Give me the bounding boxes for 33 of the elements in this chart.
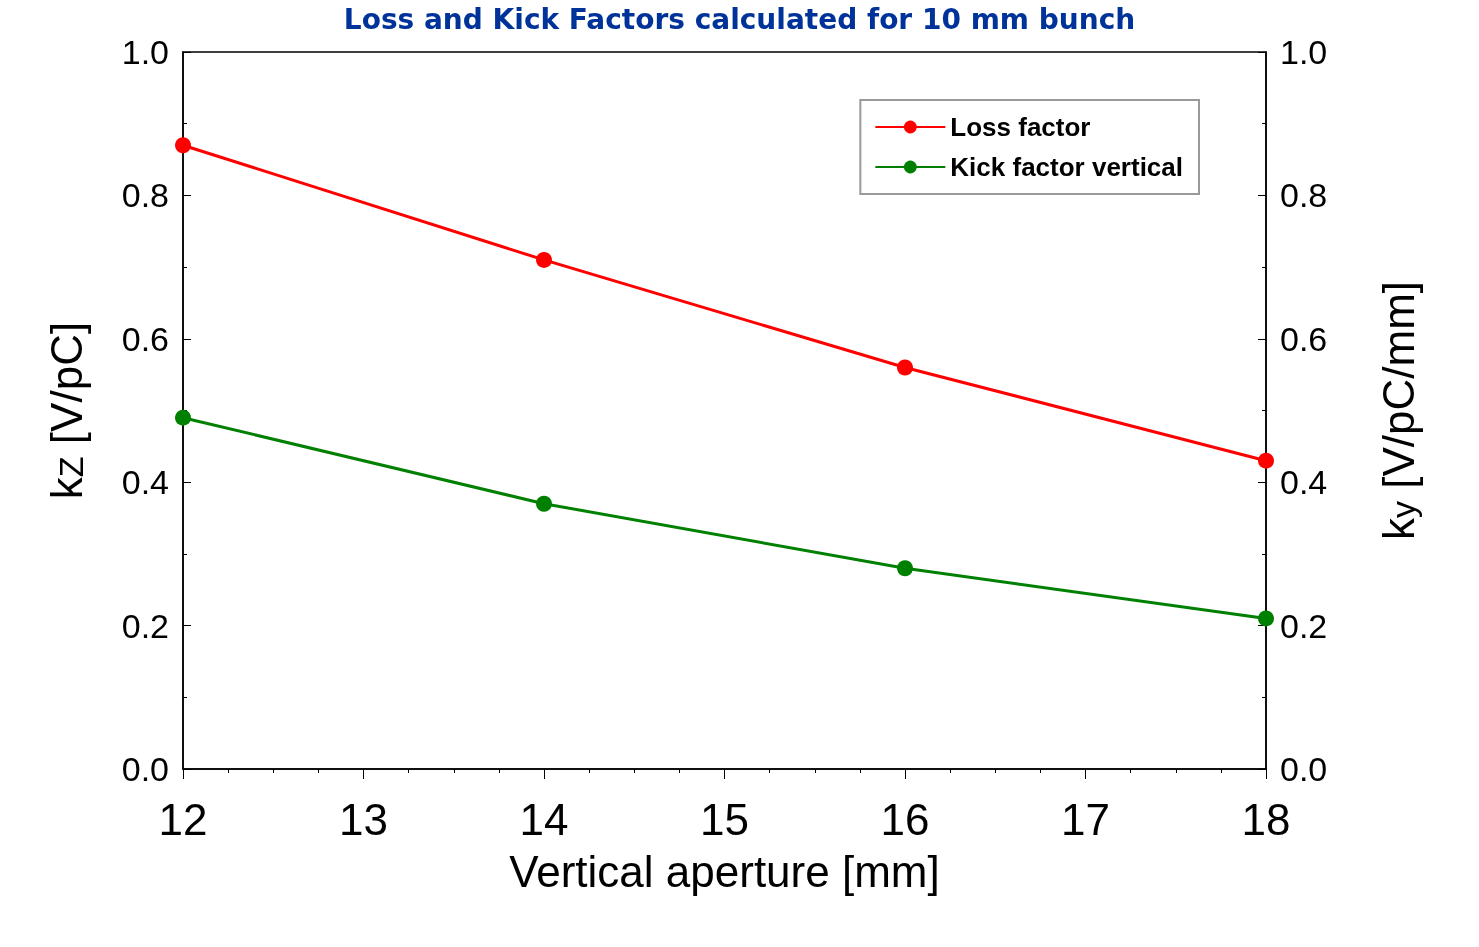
- y-tick-label: 0.4: [121, 463, 169, 502]
- point: [175, 409, 191, 426]
- x-tick-label: 14: [519, 794, 569, 844]
- point: [897, 560, 913, 577]
- point: [897, 359, 913, 376]
- x-tick-label: 18: [1241, 794, 1291, 844]
- y2-tick-label: 0.0: [1280, 750, 1328, 788]
- x-tick-label: 15: [700, 794, 749, 844]
- point: [1258, 452, 1274, 469]
- point: [536, 495, 552, 512]
- y-tick-label: 0.0: [121, 750, 169, 788]
- point: [1258, 610, 1274, 627]
- point: [536, 251, 552, 268]
- y2-tick-label: 1.0: [1280, 33, 1328, 71]
- y2-tick-label: 0.6: [1280, 319, 1328, 358]
- x-tick-label: 16: [880, 794, 930, 844]
- legend-label: Loss factor: [950, 112, 1091, 142]
- x-tick-label: 17: [1061, 794, 1110, 844]
- point: [175, 137, 191, 154]
- y2-tick-label: 0.2: [1280, 606, 1328, 645]
- y2-tick-label: 0.4: [1280, 463, 1328, 502]
- x-tick-label: 13: [339, 794, 388, 844]
- y-axis-title: kZ [V/pC]: [41, 321, 91, 500]
- legend-label: Kick factor vertical: [950, 152, 1183, 182]
- y-tick-label: 0.8: [121, 176, 169, 215]
- y2-axis-title: ky [V/pC/mm]: [1373, 280, 1423, 541]
- x-axis-title: Vertical aperture [mm]: [509, 846, 940, 896]
- x-tick-label: 12: [158, 794, 208, 844]
- y-tick-label: 0.2: [121, 606, 169, 645]
- y2-tick-label: 0.8: [1280, 176, 1328, 215]
- y-tick-label: 0.6: [121, 319, 169, 358]
- y-tick-label: 1.0: [121, 33, 169, 71]
- chart-title: Loss and Kick Factors calculated for 10 mm bunch: [343, 2, 1136, 36]
